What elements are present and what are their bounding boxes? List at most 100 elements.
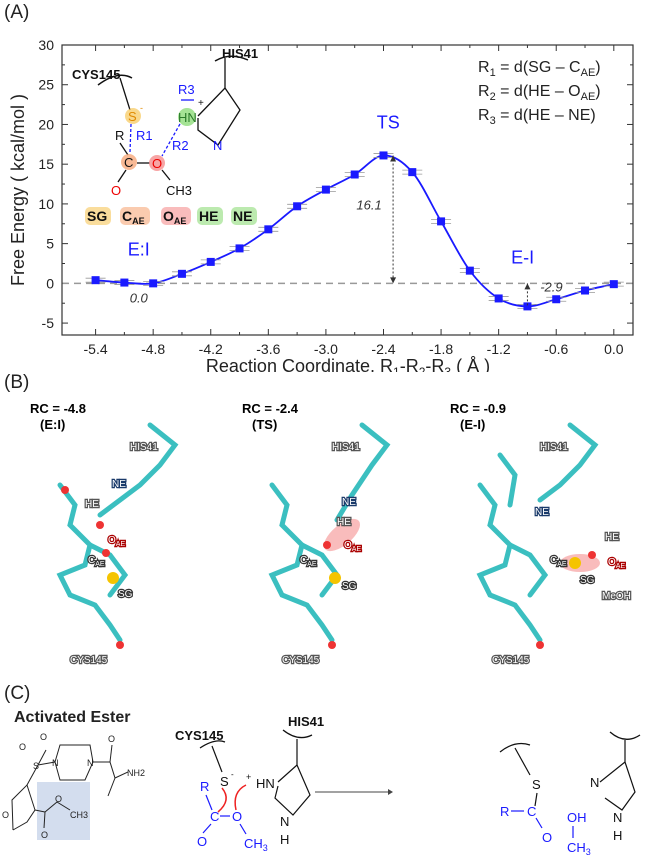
data-point <box>408 168 417 177</box>
svg-text:N: N <box>87 758 94 768</box>
svg-text:N: N <box>613 810 622 825</box>
svg-text:CAE: CAE <box>88 555 105 568</box>
svg-text:CAE: CAE <box>550 555 567 568</box>
y-tick-label: 20 <box>38 116 54 132</box>
snapshot-e-i-covalent: RC = -0.9 (E-I) HIS41 NE HE OAE CAE SG M… <box>450 401 632 667</box>
inset-s-atom: S <box>128 109 137 124</box>
data-point <box>264 225 273 234</box>
svg-text:HE: HE <box>337 517 351 528</box>
panel-label-a: (A) <box>4 2 30 23</box>
svg-text:HIS41: HIS41 <box>332 442 360 453</box>
inset-reaction-scheme: CYS145 S - HIS41 HN + N R C O O CH3 R1 R… <box>72 46 258 226</box>
svg-text:O: O <box>542 830 552 845</box>
activated-ester-title: Activated Ester <box>14 709 131 726</box>
svg-text:N: N <box>280 814 289 829</box>
svg-text:CYS145: CYS145 <box>282 655 320 666</box>
panel-label-b: (B) <box>4 372 30 393</box>
data-point <box>149 279 158 288</box>
svg-text:O: O <box>2 810 9 820</box>
annotation-label: 16.1 <box>356 197 381 212</box>
y-tick-label: 15 <box>38 156 54 172</box>
y-axis-label: Free Energy ( kcal/mol ) <box>8 94 28 286</box>
svg-text:O: O <box>111 183 121 198</box>
svg-text:SG: SG <box>580 575 595 586</box>
inset-hn-atom: HN <box>178 110 197 125</box>
x-axis-label: Reaction Coordinate, R1-R2-R3 ( Å ) <box>206 356 490 372</box>
annotation-label: E-I <box>511 247 534 267</box>
svg-text:CAE: CAE <box>300 555 317 568</box>
reaction-mechanism: Activated Ester O O S N N O O NH2 O O CH… <box>2 709 641 857</box>
svg-text:O: O <box>19 742 26 752</box>
inset-r2: R2 <box>172 138 189 153</box>
activated-ester-structure: O O S N N O O NH2 O O CH3 <box>2 732 145 840</box>
svg-text:CH3: CH3 <box>70 810 88 820</box>
svg-text:HE: HE <box>199 208 218 224</box>
svg-text:R: R <box>115 128 124 143</box>
svg-text:CH3: CH3 <box>244 836 268 853</box>
svg-text:+: + <box>246 772 251 782</box>
data-point <box>379 151 388 160</box>
data-point <box>350 170 359 179</box>
data-point <box>206 257 215 266</box>
snapshot-rc: RC = -0.9 <box>450 401 506 416</box>
arrow-head <box>524 283 531 290</box>
svg-text:OAE: OAE <box>108 535 125 548</box>
svg-text:+: + <box>198 98 204 109</box>
svg-text:NE: NE <box>535 507 549 518</box>
svg-text:-: - <box>140 103 143 113</box>
svg-text:SG: SG <box>87 208 107 224</box>
x-tick-label: -5.4 <box>84 341 108 357</box>
svg-text:H: H <box>280 832 289 847</box>
x-tick-label: 0.0 <box>604 341 624 357</box>
data-point <box>465 266 474 275</box>
svg-text:MeOH: MeOH <box>602 591 631 602</box>
svg-text:S: S <box>532 777 541 792</box>
arrow-head <box>390 155 397 162</box>
svg-text:HN: HN <box>256 776 275 791</box>
svg-text:CYS145: CYS145 <box>492 655 530 666</box>
y-tick-label: 0 <box>46 275 54 291</box>
definition-r1: R1 = d(SG – CAE) <box>478 59 601 79</box>
svg-text:C: C <box>210 809 219 824</box>
svg-text:S: S <box>33 761 39 771</box>
svg-text:HIS41: HIS41 <box>540 442 568 453</box>
svg-text:C: C <box>527 804 536 819</box>
svg-text:S: S <box>220 774 229 789</box>
data-point <box>321 185 330 194</box>
svg-text:OAE: OAE <box>344 540 361 553</box>
chart-marks: -5.4 -4.8 -4.2 -3.6 -3.0 -2.4 -1.8 -1.2 -0.6 0.0 -… <box>38 37 633 357</box>
svg-text:NE: NE <box>233 208 252 224</box>
data-point <box>437 217 446 226</box>
y-tick-label: 30 <box>38 37 54 53</box>
x-tick-label: -4.2 <box>199 341 223 357</box>
snapshot-transition-state: RC = -2.4 (TS) HIS41 NE HE OAE CAE SG CY… <box>242 401 391 667</box>
x-tick-label: -3.0 <box>314 341 338 357</box>
svg-text:-: - <box>231 770 234 779</box>
inset-r1: R1 <box>136 128 153 143</box>
inset-his-label: HIS41 <box>222 46 258 61</box>
svg-text:OH: OH <box>567 810 587 825</box>
svg-text:O: O <box>55 794 62 804</box>
svg-text:CH3: CH3 <box>567 840 591 857</box>
y-tick-label: 25 <box>38 77 54 93</box>
inset-r3: R3 <box>178 82 195 97</box>
svg-text:OAE: OAE <box>163 208 186 226</box>
svg-text:H: H <box>613 828 622 843</box>
inset-cys-label: CYS145 <box>72 67 120 82</box>
data-point <box>581 286 590 295</box>
y-tick-label: 10 <box>38 196 54 212</box>
x-tick-label: -1.2 <box>487 341 511 357</box>
panel-label-c: (C) <box>4 683 31 704</box>
free-energy-chart: -5.4 -4.8 -4.2 -3.6 -3.0 -2.4 -1.8 -1.2 -0.6 0.0 -… <box>8 37 634 372</box>
svg-text:NH2: NH2 <box>127 768 145 778</box>
y-tick-label: -5 <box>42 315 55 331</box>
data-point <box>177 269 186 278</box>
svg-text:O: O <box>197 834 207 849</box>
svg-text:OAE: OAE <box>608 557 625 570</box>
x-tick-label: -3.6 <box>256 341 280 357</box>
annotation-label: -2.9 <box>540 279 562 294</box>
mechanism-products: S R C O OH CH3 N NH <box>499 731 641 857</box>
svg-text:O: O <box>40 732 47 742</box>
svg-text:O: O <box>108 734 115 744</box>
svg-text:HE: HE <box>85 499 99 510</box>
